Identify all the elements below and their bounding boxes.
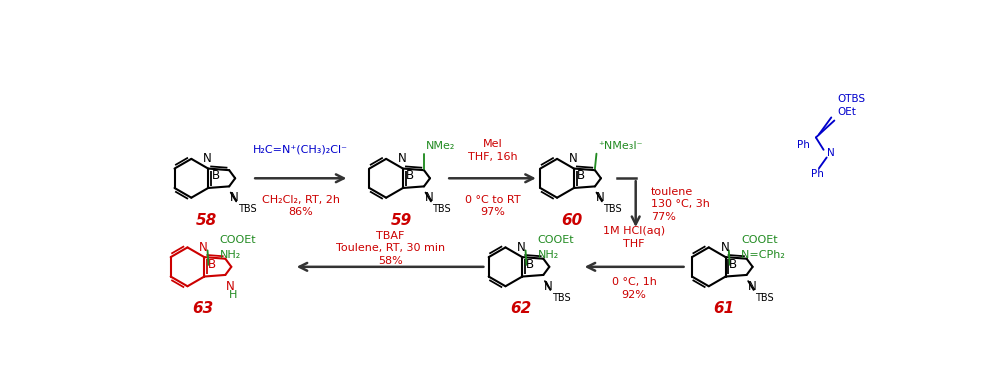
Text: 86%: 86%: [288, 207, 313, 217]
Text: TBS: TBS: [755, 293, 774, 303]
Text: TBAF: TBAF: [376, 231, 404, 241]
Text: 60: 60: [561, 213, 583, 228]
Text: N: N: [517, 241, 526, 254]
Text: TBS: TBS: [433, 204, 451, 214]
Text: 61: 61: [713, 301, 734, 316]
Text: 0 °C, 1h: 0 °C, 1h: [612, 277, 657, 287]
Text: H₂C=N⁺(CH₃)₂Cl⁻: H₂C=N⁺(CH₃)₂Cl⁻: [253, 144, 348, 154]
Text: N: N: [203, 152, 212, 165]
Text: 59: 59: [391, 213, 412, 228]
Text: toulene: toulene: [651, 187, 693, 197]
Text: B: B: [406, 170, 414, 183]
Text: 77%: 77%: [651, 212, 676, 222]
Text: 1M HCl(aq): 1M HCl(aq): [603, 227, 665, 236]
Text: TBS: TBS: [552, 293, 571, 303]
Text: N: N: [827, 148, 834, 158]
Text: 62: 62: [510, 301, 531, 316]
Text: B: B: [212, 170, 220, 183]
Text: N: N: [747, 280, 756, 293]
Text: N: N: [230, 191, 239, 204]
Text: NH₂: NH₂: [220, 250, 241, 260]
Text: 97%: 97%: [480, 207, 505, 217]
Text: B: B: [208, 258, 216, 271]
Text: B: B: [729, 258, 737, 271]
Text: N: N: [199, 241, 208, 254]
Text: Ph: Ph: [811, 170, 824, 180]
Text: COOEt: COOEt: [741, 235, 778, 244]
Text: 58%: 58%: [378, 256, 402, 265]
Text: N: N: [596, 191, 604, 204]
Text: OEt: OEt: [837, 107, 856, 117]
Text: 63: 63: [192, 301, 213, 316]
Text: 92%: 92%: [622, 290, 647, 299]
Text: MeI: MeI: [483, 139, 502, 149]
Text: N: N: [398, 152, 407, 165]
Text: THF, 16h: THF, 16h: [468, 152, 517, 162]
Text: N: N: [425, 191, 434, 204]
Text: NH₂: NH₂: [538, 250, 559, 260]
Text: OTBS: OTBS: [837, 94, 866, 104]
Text: NMe₂: NMe₂: [426, 141, 455, 151]
Text: COOEt: COOEt: [538, 235, 574, 244]
Text: THF: THF: [623, 239, 645, 249]
Text: N: N: [226, 280, 235, 293]
Text: 130 °C, 3h: 130 °C, 3h: [651, 199, 710, 209]
Text: ⁠N=CPh₂: ⁠N=CPh₂: [741, 250, 785, 260]
Text: N: N: [544, 280, 553, 293]
Text: Toulene, RT, 30 min: Toulene, RT, 30 min: [336, 243, 445, 253]
Text: 0 °C to RT: 0 °C to RT: [465, 195, 520, 205]
Text: B: B: [577, 170, 585, 183]
Text: N: N: [569, 152, 578, 165]
Text: COOEt: COOEt: [220, 235, 256, 244]
Text: N: N: [720, 241, 729, 254]
Text: TBS: TBS: [603, 204, 622, 214]
Text: 58: 58: [196, 213, 217, 228]
Text: H: H: [229, 290, 238, 300]
Text: B: B: [526, 258, 534, 271]
Text: ⁺NMe₃I⁻: ⁺NMe₃I⁻: [598, 141, 643, 151]
Text: TBS: TBS: [238, 204, 256, 214]
Text: CH₂Cl₂, RT, 2h: CH₂Cl₂, RT, 2h: [262, 195, 340, 205]
Text: Ph: Ph: [797, 140, 810, 150]
